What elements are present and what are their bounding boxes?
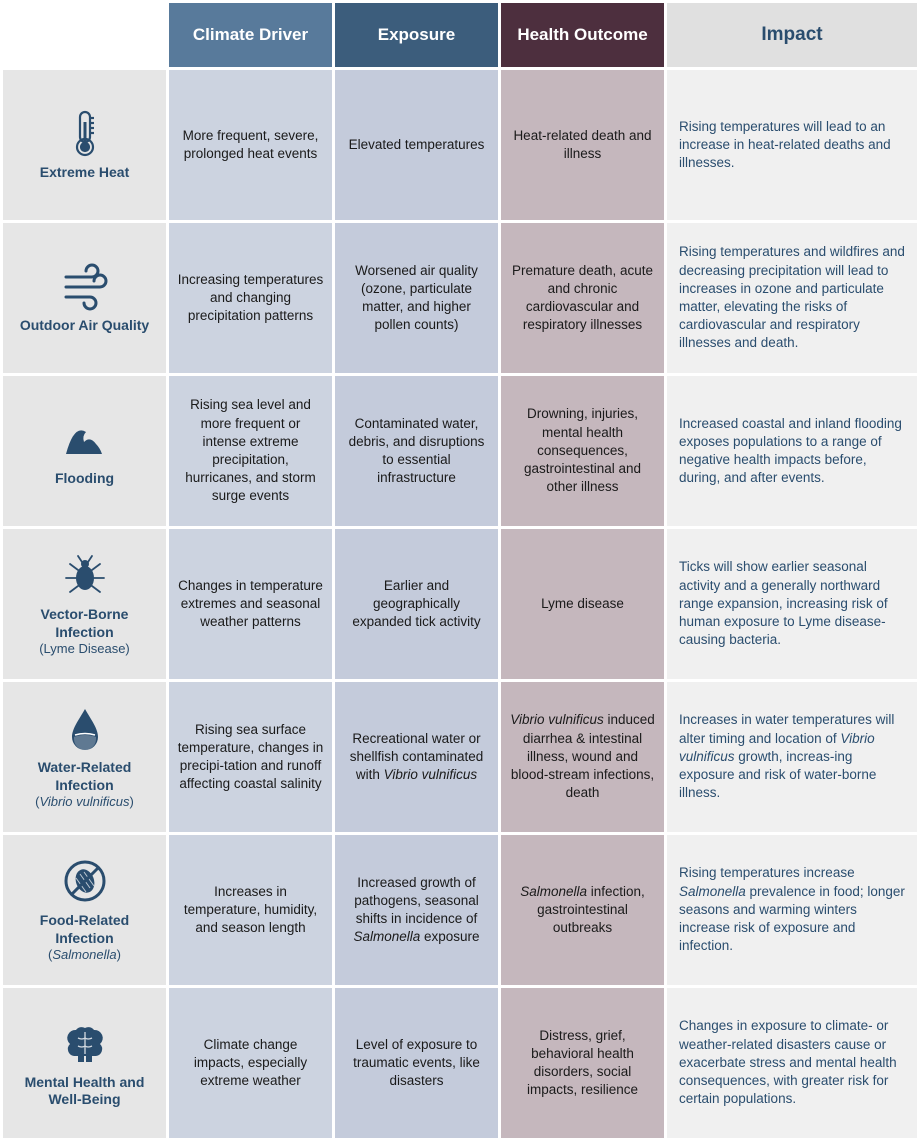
row-label-text: Food-Related Infection — [11, 912, 158, 947]
row-label-text: Outdoor Air Quality — [11, 317, 158, 335]
climate-driver-cell: Rising sea surface temperature, changes … — [169, 682, 332, 832]
health-outcome-cell: Distress, grief, behavioral health disor… — [501, 988, 664, 1138]
row-label: Water-Related Infection(Vibrio vulnificu… — [3, 682, 166, 832]
impact-cell: Increased coastal and inland flooding ex… — [667, 376, 917, 526]
exposure-cell: Earlier and geographically expanded tick… — [335, 529, 498, 679]
exposure-cell: Contaminated water, debris, and disrupti… — [335, 376, 498, 526]
impact-cell: Rising temperatures will lead to an incr… — [667, 70, 917, 220]
food-icon — [11, 856, 158, 906]
climate-driver-cell: More frequent, severe, prolonged heat ev… — [169, 70, 332, 220]
exposure-cell: Increased growth of pathogens, seasonal … — [335, 835, 498, 985]
brain-icon — [11, 1018, 158, 1068]
header-row: Climate Driver Exposure Health Outcome I… — [3, 3, 917, 67]
row-label-text: Mental Health and Well-Being — [11, 1074, 158, 1109]
row-label-text: Flooding — [11, 470, 158, 488]
tick-icon — [11, 550, 158, 600]
row-label-text: Water-Related Infection — [11, 759, 158, 794]
row-sublabel: (Lyme Disease) — [11, 641, 158, 657]
climate-driver-cell: Increases in temperature, humidity, and … — [169, 835, 332, 985]
row-label: Extreme Heat — [3, 70, 166, 220]
exposure-cell: Worsened air quality (ozone, particulate… — [335, 223, 498, 373]
row-label: Vector-Borne Infection(Lyme Disease) — [3, 529, 166, 679]
header-health-outcome: Health Outcome — [501, 3, 664, 67]
climate-driver-cell: Changes in temperature extremes and seas… — [169, 529, 332, 679]
header-exposure: Exposure — [335, 3, 498, 67]
table-row: Mental Health and Well-Being Climate chan… — [3, 988, 917, 1138]
impact-cell: Ticks will show earlier seasonal activit… — [667, 529, 917, 679]
wind-icon — [11, 261, 158, 311]
climate-driver-cell: Increasing temperatures and changing pre… — [169, 223, 332, 373]
header-blank — [3, 3, 166, 67]
row-sublabel: (Vibrio vulnificus) — [11, 794, 158, 810]
table-row: Vector-Borne Infection(Lyme Disease)Chan… — [3, 529, 917, 679]
impact-cell: Rising temperatures increase Salmonella … — [667, 835, 917, 985]
row-label: Mental Health and Well-Being — [3, 988, 166, 1138]
exposure-cell: Level of exposure to traumatic events, l… — [335, 988, 498, 1138]
row-label-text: Extreme Heat — [11, 164, 158, 182]
drop-icon — [11, 703, 158, 753]
exposure-cell: Elevated temperatures — [335, 70, 498, 220]
row-label: Outdoor Air Quality — [3, 223, 166, 373]
table-row: Water-Related Infection(Vibrio vulnificu… — [3, 682, 917, 832]
row-label: Food-Related Infection(Salmonella) — [3, 835, 166, 985]
climate-health-table: Climate Driver Exposure Health Outcome I… — [0, 0, 920, 1141]
header-climate-driver: Climate Driver — [169, 3, 332, 67]
health-outcome-cell: Lyme disease — [501, 529, 664, 679]
climate-driver-cell: Rising sea level and more frequent or in… — [169, 376, 332, 526]
health-outcome-cell: Vibrio vulnificus induced diarrhea & int… — [501, 682, 664, 832]
table-row: Outdoor Air Quality Increasing temperatur… — [3, 223, 917, 373]
row-sublabel: (Salmonella) — [11, 947, 158, 963]
impact-cell: Rising temperatures and wildfires and de… — [667, 223, 917, 373]
header-impact: Impact — [667, 3, 917, 67]
table-row: Flooding Rising sea level and more freque… — [3, 376, 917, 526]
table-row: Extreme Heat More frequent, severe, prolo… — [3, 70, 917, 220]
health-outcome-cell: Premature death, acute and chronic cardi… — [501, 223, 664, 373]
health-outcome-cell: Salmonella infection, gastrointestinal o… — [501, 835, 664, 985]
health-outcome-cell: Drowning, injuries, mental health conseq… — [501, 376, 664, 526]
table-row: Food-Related Infection(Salmonella)Increa… — [3, 835, 917, 985]
impact-cell: Increases in water temperatures will alt… — [667, 682, 917, 832]
exposure-cell: Recreational water or shellfish contamin… — [335, 682, 498, 832]
climate-driver-cell: Climate change impacts, especially extre… — [169, 988, 332, 1138]
health-outcome-cell: Heat-related death and illness — [501, 70, 664, 220]
row-label-text: Vector-Borne Infection — [11, 606, 158, 641]
impact-cell: Changes in exposure to climate- or weath… — [667, 988, 917, 1138]
thermometer-icon — [11, 108, 158, 158]
row-label: Flooding — [3, 376, 166, 526]
wave-icon — [11, 414, 158, 464]
